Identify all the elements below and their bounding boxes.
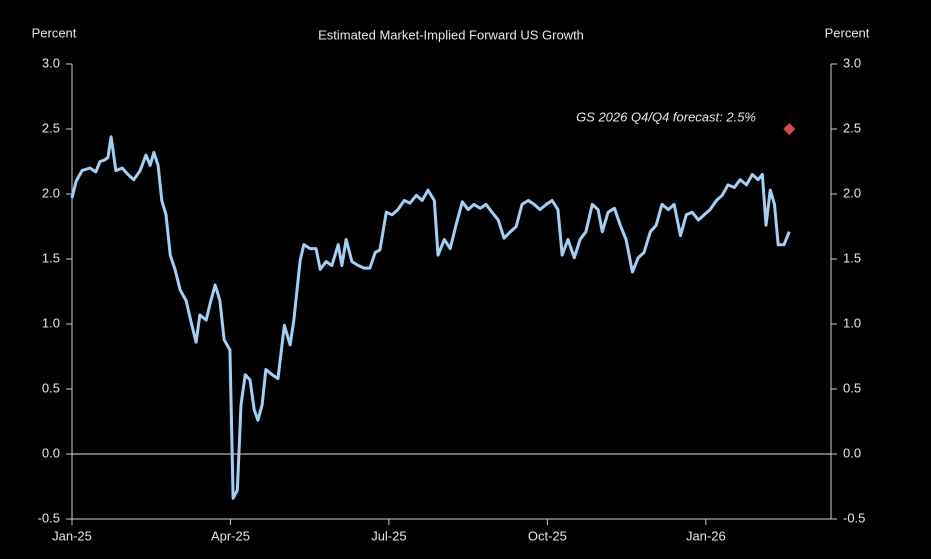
- y2-axis-label: Percent: [825, 25, 870, 40]
- y-tick-label: 0.0: [42, 445, 60, 460]
- growth-line: [70, 135, 791, 500]
- y2-tick-label: -0.5: [843, 510, 865, 525]
- y-tick-label: 2.5: [42, 120, 60, 135]
- y2-tick-label: 0.0: [843, 445, 861, 460]
- x-tick-label: Jan-26: [686, 528, 726, 543]
- x-tick-label: Jan-25: [52, 528, 92, 543]
- y-tick-label: -0.5: [38, 510, 60, 525]
- y-tick-label: 3.0: [42, 55, 60, 70]
- y2-tick-label: 0.5: [843, 380, 861, 395]
- y-axis-label: Percent: [32, 25, 77, 40]
- x-tick-label: Apr-25: [211, 528, 250, 543]
- annotation: GS 2026 Q4/Q4 forecast: 2.5%: [576, 109, 756, 124]
- y2-tick-label: 2.0: [843, 185, 861, 200]
- y2-tick-label: 3.0: [843, 55, 861, 70]
- y2-tick-label: 1.0: [843, 315, 861, 330]
- y2-tick-label: 1.5: [843, 250, 861, 265]
- y-tick-label: 1.5: [42, 250, 60, 265]
- y-tick-label: 0.5: [42, 380, 60, 395]
- y2-tick-label: 2.5: [843, 120, 861, 135]
- y-tick-label: 2.0: [42, 185, 60, 200]
- y-tick-label: 1.0: [42, 315, 60, 330]
- forecast-marker: [783, 123, 796, 135]
- chart-title: Estimated Market-Implied Forward US Grow…: [318, 27, 584, 42]
- x-tick-label: Oct-25: [528, 528, 567, 543]
- x-tick-label: Jul-25: [371, 528, 406, 543]
